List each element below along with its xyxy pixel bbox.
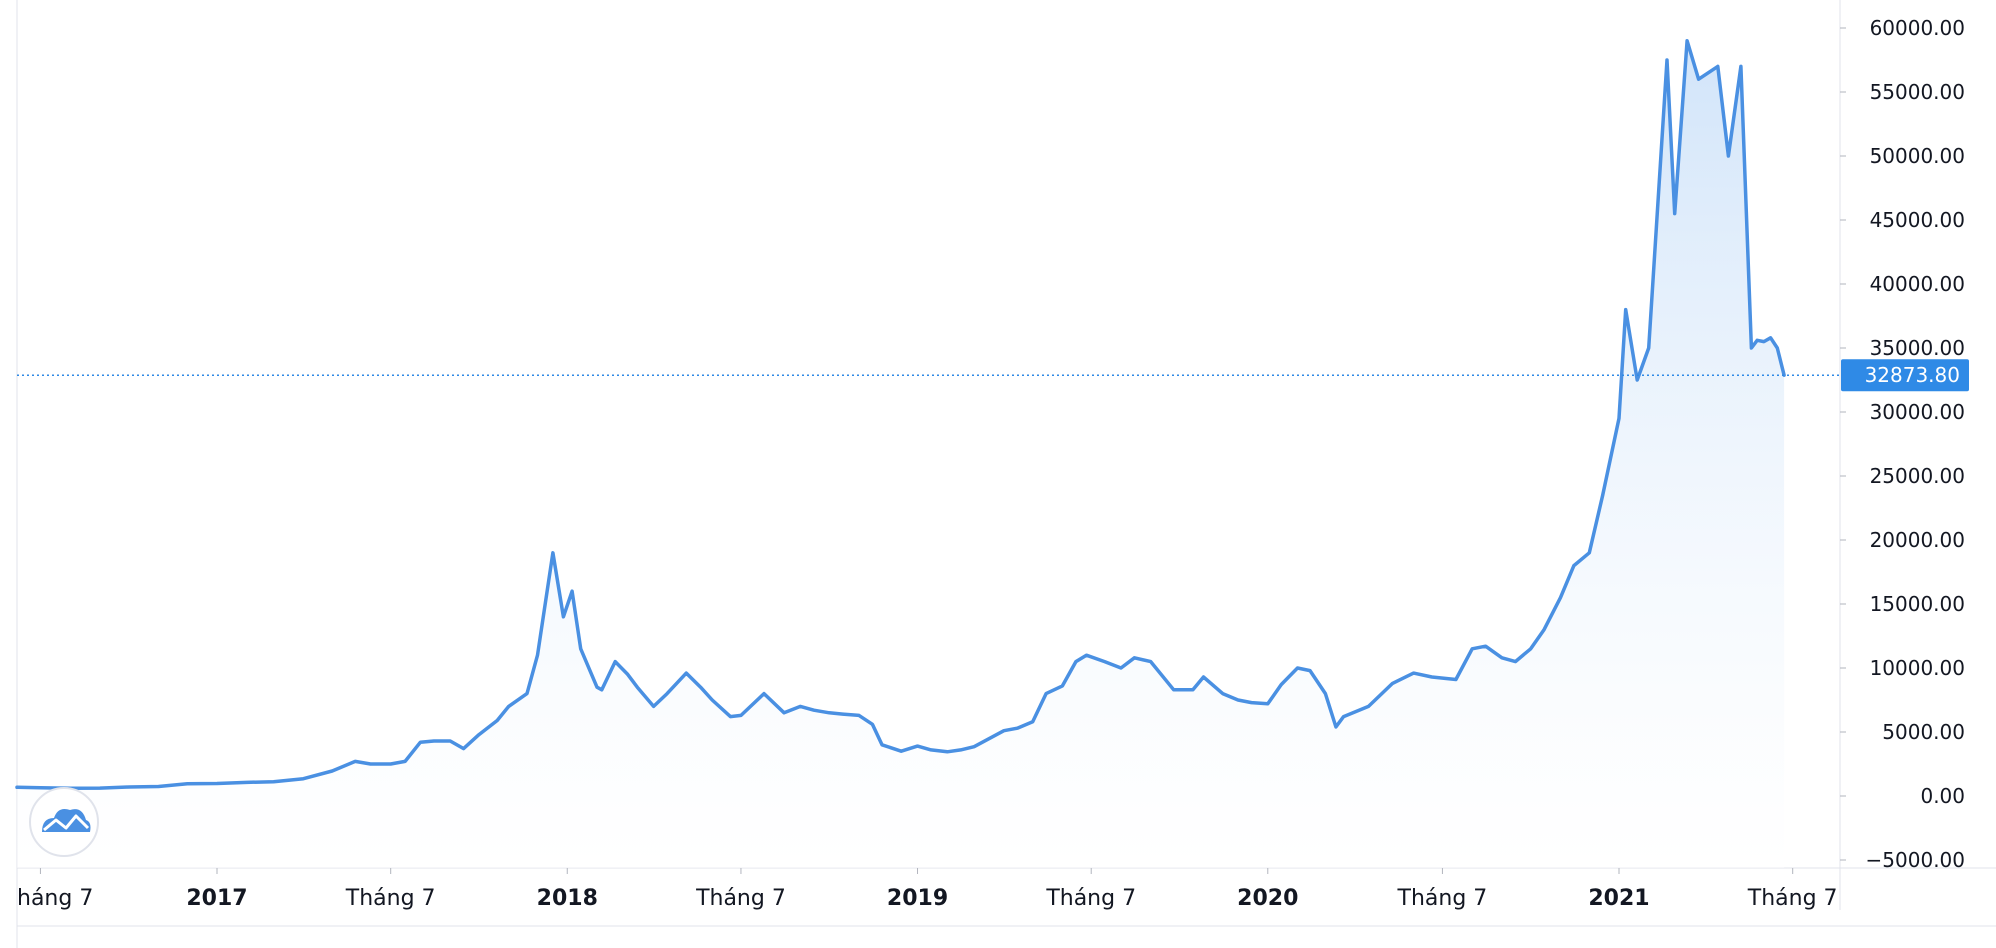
y-tick-label: 35000.00 bbox=[1870, 336, 1965, 360]
price-area bbox=[17, 40, 1785, 869]
price-line bbox=[15, 39, 1786, 791]
y-tick-label: 5000.00 bbox=[1882, 720, 1965, 744]
series-line-layer bbox=[15, 39, 1786, 791]
y-tick-label: −5000.00 bbox=[1866, 848, 1965, 872]
y-tick-label: 20000.00 bbox=[1870, 528, 1965, 552]
x-tick-label: 2017 bbox=[186, 886, 247, 911]
x-tick-label: Tháng 7 bbox=[695, 886, 786, 911]
y-tick-label: 25000.00 bbox=[1870, 464, 1965, 488]
x-tick-label: háng 7 bbox=[17, 886, 93, 911]
y-tick-label: 40000.00 bbox=[1870, 272, 1965, 296]
x-tick-label: Tháng 7 bbox=[1045, 886, 1136, 911]
area-fill-layer bbox=[17, 40, 1785, 869]
y-tick-label: 30000.00 bbox=[1870, 400, 1965, 424]
last-price-label: 32873.80 bbox=[1865, 363, 1960, 387]
x-tick-label: Tháng 7 bbox=[1397, 886, 1488, 911]
y-tick-label: 60000.00 bbox=[1870, 16, 1965, 40]
x-tick-label: 2019 bbox=[887, 886, 948, 911]
last-price-marker: 32873.80 bbox=[17, 359, 1969, 392]
chart-logo[interactable] bbox=[29, 787, 99, 857]
y-tick-label: 50000.00 bbox=[1870, 144, 1965, 168]
x-tick-label: 2021 bbox=[1588, 886, 1649, 911]
trend-icon bbox=[43, 814, 90, 832]
x-tick-label: 2020 bbox=[1237, 886, 1298, 911]
x-tick-label: Tháng 7 bbox=[345, 886, 436, 911]
cloud-icon bbox=[42, 809, 91, 832]
x-axis[interactable]: háng 7 2017 Tháng 7 2018 Tháng 7 2019 Tháng 7 2… bbox=[17, 868, 1838, 911]
y-axis[interactable]: 60000.00 55000.00 50000.00 45000.00 40000.00… bbox=[1840, 16, 1965, 872]
y-tick-label: 10000.00 bbox=[1870, 656, 1965, 680]
x-tick-label: 2018 bbox=[537, 886, 598, 911]
y-tick-label: 15000.00 bbox=[1870, 592, 1965, 616]
last-price-badge bbox=[1841, 359, 1969, 392]
y-tick-label: 0.00 bbox=[1920, 784, 1965, 808]
y-tick-label: 45000.00 bbox=[1870, 208, 1965, 232]
y-tick-label: 55000.00 bbox=[1870, 80, 1965, 104]
x-tick-label: Tháng 7 bbox=[1747, 886, 1838, 911]
